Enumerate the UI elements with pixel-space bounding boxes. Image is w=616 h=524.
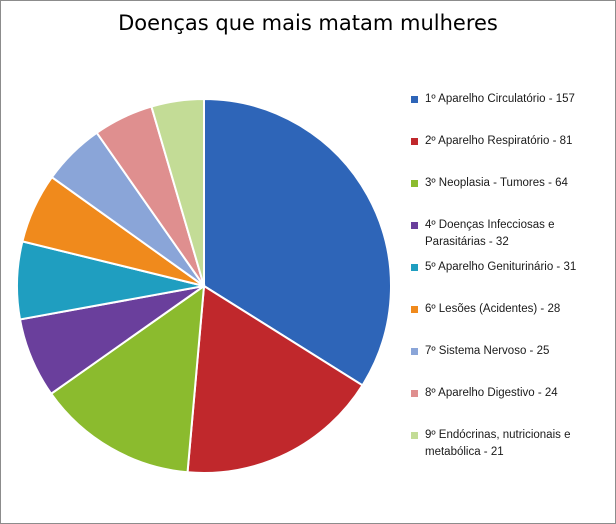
legend-label: 8º Aparelho Digestivo - 24 xyxy=(425,387,558,399)
legend-swatch xyxy=(411,390,418,397)
legend-label: 4º Doenças Infecciosas e Parasitárias - … xyxy=(425,219,555,248)
legend-label: 9º Endócrinas, nutricionais e metabólica… xyxy=(425,429,571,458)
pie-slice-3 xyxy=(49,283,206,474)
legend-swatch xyxy=(411,264,418,271)
legend-swatch xyxy=(411,96,418,103)
legend-swatch xyxy=(411,180,418,187)
legend-swatch xyxy=(411,306,418,313)
pie-slice-9 xyxy=(150,97,205,287)
legend-label: 3º Neoplasia - Tumores - 64 xyxy=(425,177,568,189)
legend-swatch xyxy=(411,222,418,229)
chart-title: Doenças que mais matam mulheres xyxy=(118,11,498,35)
legend-label: 7º Sistema Nervoso - 25 xyxy=(425,345,550,357)
legend-label: 2º Aparelho Respiratório - 81 xyxy=(425,135,573,147)
legend-label: 1º Aparelho Circulatório - 157 xyxy=(425,93,575,105)
legend-label: 6º Lesões (Acidentes) - 28 xyxy=(425,303,561,315)
legend-swatch xyxy=(411,138,418,145)
pie-slice-2 xyxy=(186,284,364,474)
legend-swatch xyxy=(411,432,418,439)
legend-label: 5º Aparelho Geniturinário - 31 xyxy=(425,261,577,273)
legend-swatch xyxy=(411,348,418,355)
pie-slice-1 xyxy=(203,97,392,387)
